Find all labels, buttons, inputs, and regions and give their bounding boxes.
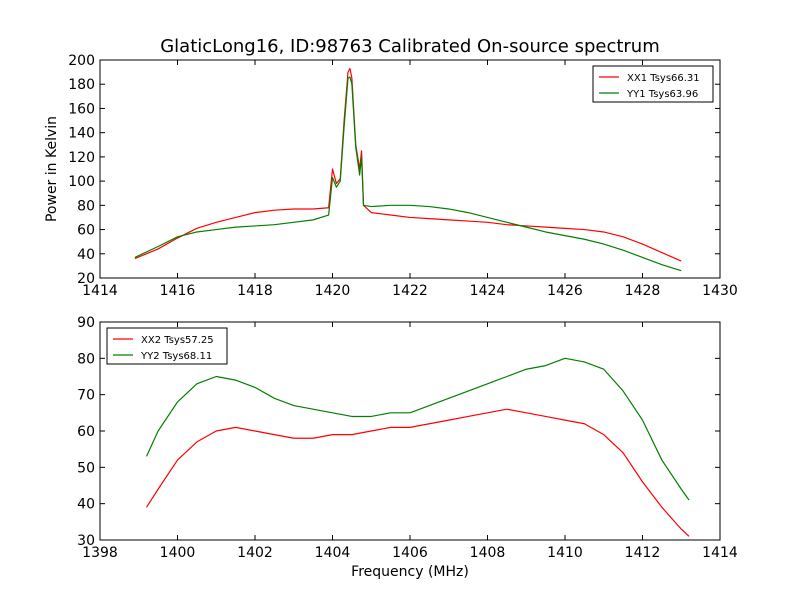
- top-ytick-label: 120: [68, 150, 95, 166]
- bottom-xtick-label: 1414: [702, 545, 738, 561]
- bottom-xtick-label: 1408: [470, 545, 506, 561]
- top-xtick-label: 1414: [82, 283, 118, 299]
- top-xtick-label: 1420: [315, 283, 351, 299]
- bottom-ytick-label: 70: [77, 388, 95, 404]
- bottom-xtick-label: 1412: [625, 545, 661, 561]
- bottom-ytick-label: 30: [77, 533, 95, 549]
- top-ytick-label: 40: [77, 247, 95, 263]
- top-ytick-label: 60: [77, 223, 95, 239]
- bottom-legend-box: [106, 327, 228, 365]
- bottom-xtick-label: 1402: [237, 545, 273, 561]
- top-xtick-label: 1430: [702, 283, 738, 299]
- bottom-legend-label-1: XX2 Tsys57.25: [141, 335, 214, 346]
- top-series-group: [134, 67, 682, 272]
- bottom-xtick-label: 1410: [547, 545, 583, 561]
- top-ytick-label: 20: [77, 271, 95, 287]
- top-series-line-2: [134, 76, 682, 272]
- bottom-xtick-label: 1404: [315, 545, 351, 561]
- top-ytick-label: 100: [68, 174, 95, 190]
- bottom-xtick-label: 1406: [392, 545, 428, 561]
- top-xtick-label: 1422: [392, 283, 428, 299]
- top-ytick-label: 160: [68, 101, 95, 117]
- top-ytick-label: 180: [68, 77, 95, 93]
- top-ytick-label: 80: [77, 198, 95, 214]
- bottom-ytick-label: 90: [77, 315, 95, 331]
- top-legend-box: [592, 65, 714, 103]
- bottom-ytick-label: 60: [77, 424, 95, 440]
- top-xtick-label: 1426: [547, 283, 583, 299]
- bottom-ytick-label: 50: [77, 460, 95, 476]
- bottom-xtick-label: 1400: [160, 545, 196, 561]
- top-xtick-label: 1416: [160, 283, 196, 299]
- top-xtick-label: 1428: [625, 283, 661, 299]
- bottom-ytick-label: 80: [77, 351, 95, 367]
- bottom-xtick-label: 1398: [82, 545, 118, 561]
- bottom-series-line-2: [145, 357, 690, 501]
- bottom-panel: 1398 1400 1402 1404 1406 1408 1410 1412 1414 30 40…: [77, 315, 738, 580]
- top-ylabel: Power in Kelvin: [44, 116, 60, 222]
- top-legend: XX1 Tsys66.31 YY1 Tsys63.96: [592, 65, 714, 103]
- top-ytick-label: 140: [68, 126, 95, 142]
- bottom-ytick-label: 40: [77, 497, 95, 513]
- top-panel: 1414 1416 1418 1420 1422 1424 1426 1428 1430 20 40…: [44, 53, 738, 299]
- bottom-legend: XX2 Tsys57.25 YY2 Tsys68.11: [106, 327, 228, 365]
- bottom-series-line-1: [145, 408, 690, 537]
- bottom-xlabel: Frequency (MHz): [351, 564, 469, 580]
- bottom-legend-label-2: YY2 Tsys68.11: [140, 351, 212, 362]
- top-xtick-label: 1418: [237, 283, 273, 299]
- top-legend-label-1: XX1 Tsys66.31: [627, 73, 700, 84]
- top-ytick-label: 200: [68, 53, 95, 69]
- top-series-line-1: [134, 67, 682, 262]
- top-legend-label-2: YY1 Tsys63.96: [626, 89, 698, 100]
- figure-title: GlaticLong16, ID:98763 Calibrated On-sou…: [160, 36, 660, 57]
- bottom-series-group: [145, 357, 690, 537]
- top-xtick-label: 1424: [470, 283, 506, 299]
